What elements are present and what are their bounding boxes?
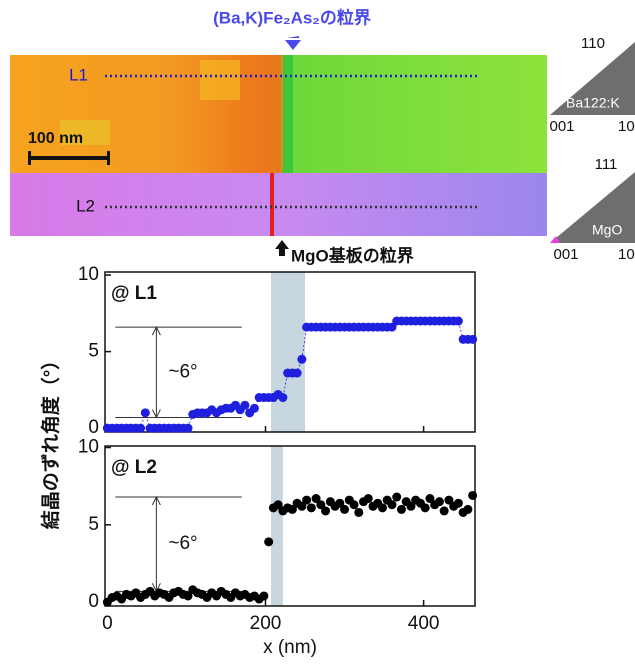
scale-bar-label: 100 nm (28, 130, 83, 147)
data-point (444, 495, 454, 505)
data-point (136, 423, 146, 433)
line-label: L1 (69, 65, 88, 84)
y-tick-label: 10 (78, 264, 99, 285)
data-point (316, 500, 326, 510)
data-point (425, 494, 435, 504)
data-point (306, 503, 316, 513)
shaded-region (271, 446, 283, 606)
y-tick-label: 0 (88, 417, 99, 438)
grain-boundary-label: (Ba,K)Fe₂As₂の粒界 (213, 7, 371, 27)
data-point (354, 507, 364, 517)
shaded-region (271, 272, 306, 432)
x-axis-label: x (nm) (263, 637, 317, 658)
annotation: ~6° (168, 361, 197, 382)
data-point (468, 334, 478, 344)
panel-label: @ L1 (111, 283, 157, 304)
data-point (349, 500, 359, 510)
ipf-label: 001 (553, 246, 578, 263)
data-point (387, 500, 397, 510)
difference-arrow (151, 326, 161, 419)
y-tick-label: 0 (88, 591, 99, 612)
data-point (392, 492, 402, 502)
data-point (273, 500, 283, 510)
data-point (259, 591, 269, 601)
ipf-legend (550, 42, 635, 243)
ipf-label: Ba122:K (566, 95, 620, 111)
data-point (378, 503, 387, 513)
panel-label: @ L2 (111, 457, 157, 478)
data-point (311, 494, 321, 504)
data-point (264, 537, 274, 547)
data-point (340, 504, 350, 514)
data-point (249, 403, 259, 413)
data-point (302, 495, 312, 505)
data-point (183, 423, 193, 433)
data-point (287, 504, 297, 514)
ipf-label: 110 (581, 35, 605, 52)
data-point (297, 501, 307, 511)
data-point (140, 408, 150, 418)
x-tick-label: 200 (250, 613, 282, 634)
data-point (406, 501, 416, 511)
data-point (387, 322, 397, 332)
y-tick-label: 5 (88, 341, 99, 362)
data-point (183, 591, 193, 601)
data-point (321, 506, 331, 516)
data-point (240, 400, 250, 410)
y-axis-label: 結晶のずれ角度（°） (39, 351, 62, 530)
data-point (335, 498, 345, 508)
y-tick-label: 5 (88, 514, 99, 535)
data-point (278, 393, 288, 403)
plot-frame (104, 445, 476, 607)
x-tick-label: 400 (408, 613, 440, 634)
ebsd-map (10, 36, 547, 256)
data-point (396, 504, 406, 514)
data-point (363, 494, 373, 504)
data-point (453, 316, 463, 326)
ipf-label: 001 (549, 118, 574, 135)
substrate-boundary-label: MgO基板の粒界 (291, 245, 414, 265)
ipf-label: 10 (618, 118, 635, 135)
annotation: ~6° (168, 533, 197, 554)
data-point (297, 354, 307, 364)
x-tick-label: 0 (102, 613, 113, 634)
data-point (420, 503, 430, 513)
data-point (468, 490, 478, 500)
data-point (439, 506, 449, 516)
data-point (292, 368, 302, 378)
data-point (453, 498, 463, 508)
ipf-label: 10 (618, 246, 635, 263)
difference-arrow (151, 495, 161, 593)
ipf-label: 111 (595, 156, 618, 173)
line-label: L2 (76, 196, 95, 215)
data-point (434, 497, 444, 507)
y-tick-label: 10 (78, 437, 99, 458)
data-point (463, 504, 473, 514)
ipf-label: MgO (592, 222, 622, 238)
